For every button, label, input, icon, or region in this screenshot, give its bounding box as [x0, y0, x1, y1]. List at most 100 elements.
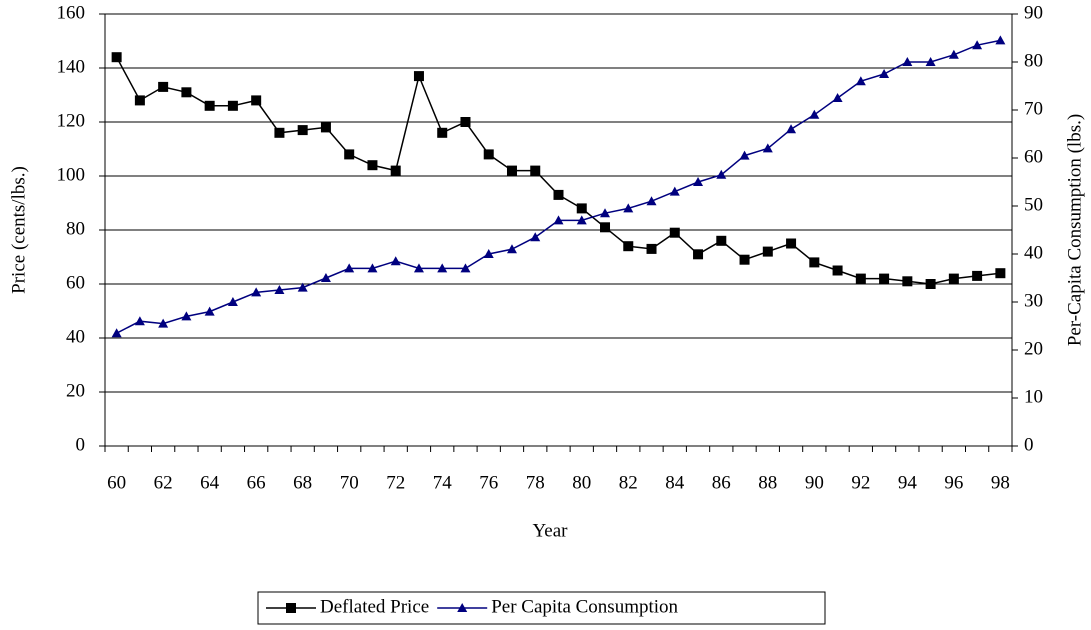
marker: [530, 165, 541, 176]
marker: [716, 169, 727, 179]
marker: [762, 246, 773, 257]
x-tick-label: 60: [107, 472, 126, 493]
marker: [576, 215, 587, 225]
marker: [623, 203, 634, 213]
legend-marker: [286, 603, 296, 613]
legend-box: [257, 591, 826, 625]
marker: [204, 306, 215, 316]
marker: [483, 249, 494, 258]
marker: [786, 124, 797, 134]
y-tick-label: 40: [66, 326, 85, 347]
marker: [460, 263, 471, 273]
marker: [902, 57, 913, 66]
y-tick-label: 0: [76, 434, 86, 455]
marker: [600, 222, 611, 233]
marker: [832, 93, 843, 102]
y-tick-label: 100: [57, 164, 86, 185]
y2-tick-label: 30: [1024, 290, 1043, 311]
marker: [762, 143, 773, 153]
marker: [437, 127, 448, 138]
x-tick-label: 92: [851, 472, 870, 493]
marker: [344, 263, 355, 273]
marker: [995, 268, 1006, 279]
marker: [879, 69, 890, 78]
marker: [204, 100, 215, 111]
marker: [506, 165, 517, 176]
marker: [902, 276, 913, 287]
marker: [739, 254, 750, 265]
marker: [669, 186, 680, 196]
marker: [855, 273, 866, 284]
marker: [995, 35, 1006, 45]
x-tick-label: 80: [572, 472, 591, 493]
x-tick-label: 96: [944, 472, 963, 493]
x-tick-label: 62: [154, 472, 173, 493]
x-tick-label: 74: [433, 472, 453, 493]
marker: [390, 256, 401, 266]
y2-tick-label: 50: [1024, 194, 1043, 215]
marker: [390, 165, 401, 176]
marker: [367, 160, 378, 171]
x-tick-label: 68: [293, 472, 312, 493]
marker: [506, 244, 517, 254]
marker: [367, 263, 378, 273]
marker: [879, 273, 890, 284]
y2-tick-label: 60: [1024, 146, 1043, 167]
x-tick-label: 64: [200, 472, 220, 493]
y-tick-label: 80: [66, 218, 85, 239]
marker: [716, 235, 727, 246]
marker: [948, 49, 959, 59]
marker: [134, 316, 145, 326]
marker: [413, 71, 424, 82]
marker: [669, 227, 680, 238]
marker: [483, 149, 494, 160]
x-tick-label: 66: [247, 472, 266, 493]
y-tick-label: 120: [57, 110, 86, 131]
x-tick-label: 86: [712, 472, 731, 493]
marker: [623, 241, 634, 252]
marker: [251, 95, 262, 106]
x-tick-label: 94: [898, 472, 918, 493]
marker: [158, 318, 169, 328]
marker: [274, 285, 285, 294]
series-line: [116, 39, 1001, 334]
marker: [809, 257, 820, 268]
x-tick-label: 90: [805, 472, 824, 493]
marker: [274, 127, 285, 138]
marker: [809, 109, 820, 119]
plot-frame: [104, 13, 1013, 447]
marker: [227, 100, 238, 111]
marker: [134, 95, 145, 106]
y-tick-label: 140: [57, 56, 86, 77]
marker: [111, 52, 122, 63]
y-tick-label: 60: [66, 272, 85, 293]
x-tick-label: 88: [758, 472, 777, 493]
legend-marker: [457, 603, 468, 612]
x-tick-label: 76: [479, 472, 498, 493]
y2-axis-label: Per-Capita Consumption (lbs.): [1064, 114, 1085, 346]
y2-tick-label: 10: [1024, 386, 1043, 407]
y-axis-label: Price (cents/lbs.): [8, 166, 29, 294]
marker: [251, 287, 262, 297]
marker: [320, 122, 331, 133]
marker: [600, 208, 611, 218]
marker: [297, 125, 308, 136]
x-tick-label: 84: [665, 472, 685, 493]
series-line: [115, 56, 1001, 285]
y2-tick-label: 70: [1024, 98, 1043, 119]
marker: [948, 273, 959, 284]
marker: [344, 149, 355, 160]
marker: [297, 282, 308, 292]
legend-label: Per Capita Consumption: [491, 596, 678, 617]
marker: [181, 87, 192, 98]
marker: [693, 249, 704, 260]
marker: [925, 57, 936, 66]
y2-tick-label: 80: [1024, 50, 1043, 71]
marker: [530, 232, 541, 242]
marker: [158, 81, 169, 92]
y-tick-label: 20: [66, 380, 85, 401]
x-tick-label: 82: [619, 472, 638, 493]
x-tick-label: 72: [386, 472, 405, 493]
marker: [646, 196, 657, 206]
